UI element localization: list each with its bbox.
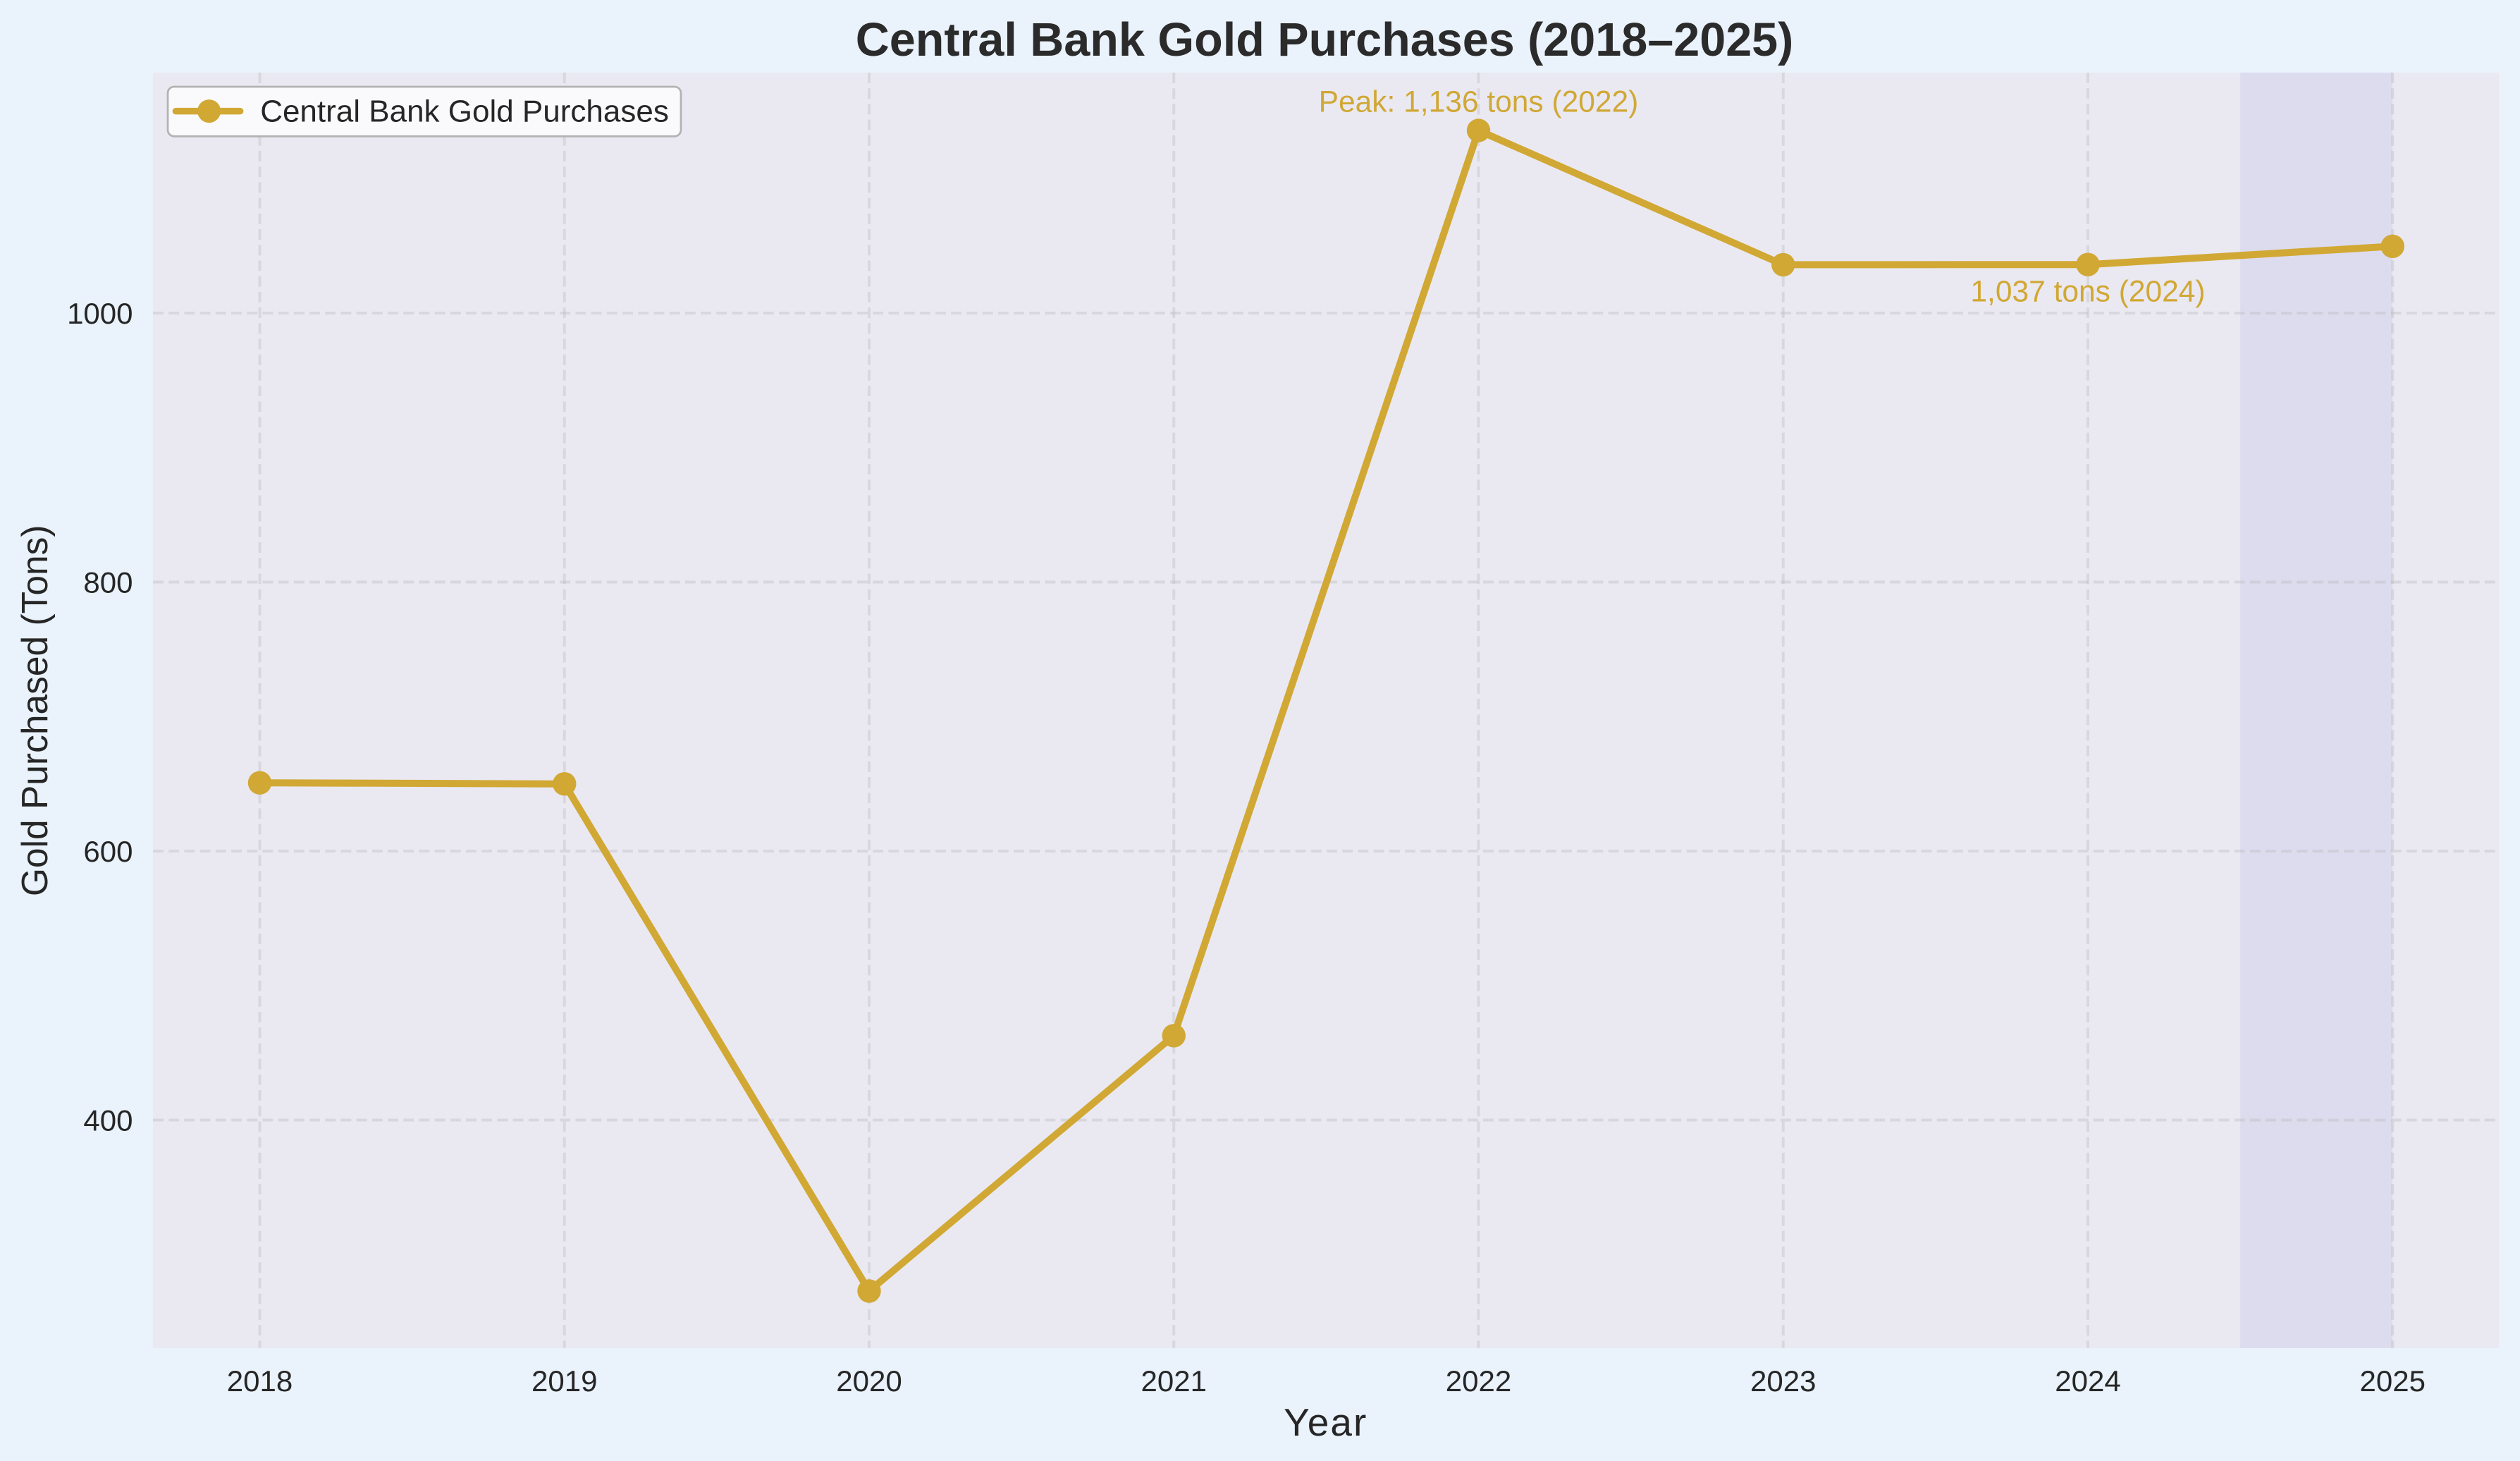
svg-text:2020: 2020 (836, 1364, 902, 1398)
svg-text:Central Bank Gold Purchases: Central Bank Gold Purchases (260, 94, 669, 129)
svg-text:2024: 2024 (2055, 1364, 2120, 1398)
svg-text:2018: 2018 (227, 1364, 293, 1398)
svg-text:2019: 2019 (531, 1364, 597, 1398)
svg-text:800: 800 (83, 566, 133, 599)
svg-text:1,037 tons (2024): 1,037 tons (2024) (1970, 276, 2205, 309)
svg-text:2021: 2021 (1141, 1364, 1207, 1398)
svg-text:Central Bank Gold Purchases (2: Central Bank Gold Purchases (2018–2025) (856, 14, 1794, 66)
svg-text:1000: 1000 (67, 297, 133, 330)
svg-text:2023: 2023 (1750, 1364, 1816, 1398)
svg-text:Gold Purchased (Tons): Gold Purchased (Tons) (14, 525, 55, 896)
svg-text:2025: 2025 (2360, 1364, 2426, 1398)
svg-text:600: 600 (83, 835, 133, 868)
svg-text:Peak: 1,136 tons (2022): Peak: 1,136 tons (2022) (1319, 86, 1639, 119)
svg-text:2022: 2022 (1446, 1364, 1511, 1398)
svg-text:400: 400 (83, 1104, 133, 1137)
svg-text:Year: Year (1284, 1400, 1367, 1444)
